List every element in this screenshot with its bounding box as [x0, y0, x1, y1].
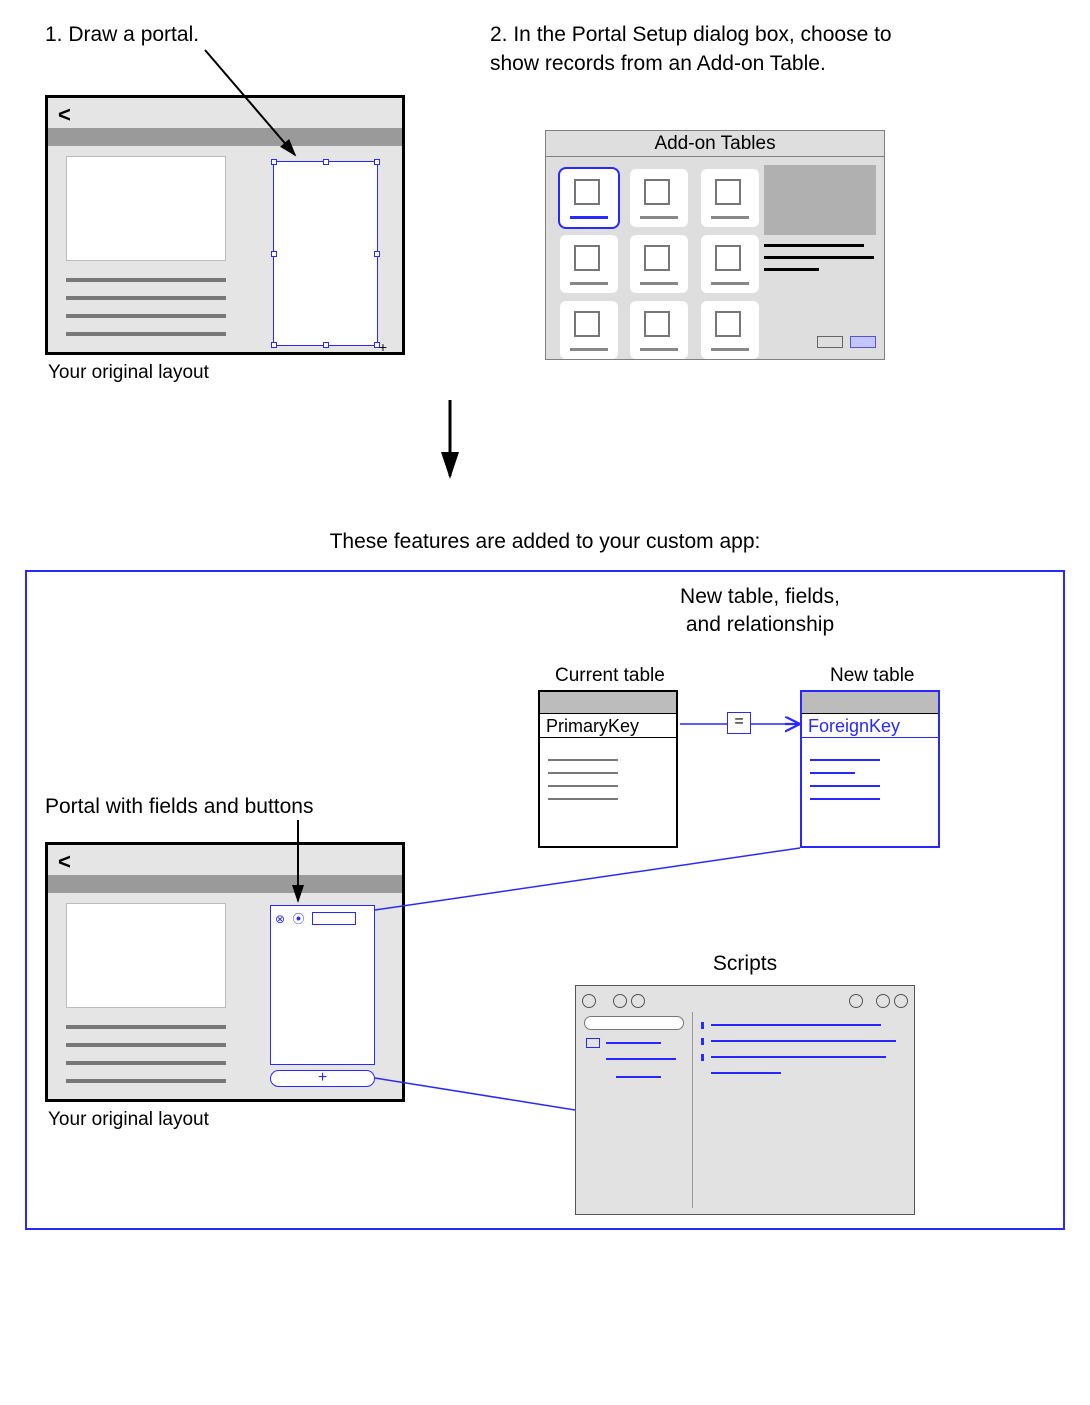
addon-side-panel — [764, 165, 876, 355]
desc-line — [764, 256, 874, 259]
desc-line — [764, 268, 819, 271]
field-line — [548, 759, 618, 761]
scripts-label: Scripts — [575, 952, 915, 976]
field-line — [810, 798, 880, 800]
text-line — [66, 314, 226, 318]
foreign-key-field: ForeignKey — [802, 714, 938, 738]
table-header — [802, 692, 938, 714]
addon-grid — [556, 165, 763, 363]
script-item — [616, 1076, 661, 1078]
current-table: PrimaryKey — [538, 690, 678, 848]
portal-field — [312, 912, 356, 925]
layout2-caption: Your original layout — [48, 1109, 209, 1131]
script-step — [711, 1024, 881, 1026]
portal-row: ⊗ ⦿ — [275, 910, 370, 926]
add-script-icon[interactable] — [582, 994, 596, 1008]
addon-table-option[interactable] — [560, 301, 618, 359]
scripts-search[interactable] — [584, 1016, 684, 1030]
new-table: ForeignKey — [800, 690, 940, 848]
scripts-window — [575, 985, 915, 1215]
addon-dialog-title: Add-on Tables — [546, 131, 884, 157]
step-bullet — [701, 1054, 704, 1061]
text-line — [66, 332, 226, 336]
scripts-toolbar — [582, 992, 908, 1010]
diagram-canvas: 1. Draw a portal. 2. In the Portal Setup… — [20, 20, 1070, 1385]
new-table-label: New table — [830, 665, 915, 687]
view-icon[interactable] — [894, 994, 908, 1008]
resize-handle — [271, 342, 277, 348]
field-line — [548, 798, 618, 800]
field-line — [548, 772, 618, 774]
step2-text: 2. In the Portal Setup dialog box, choos… — [490, 20, 910, 79]
result-heading: These features are added to your custom … — [20, 530, 1070, 554]
resize-handle — [271, 159, 277, 165]
layout1-caption: Your original layout — [48, 362, 209, 384]
script-item — [606, 1042, 661, 1044]
addon-table-option[interactable] — [701, 235, 759, 293]
resize-handle — [271, 251, 277, 257]
portal-with-fields: ⊗ ⦿ — [270, 905, 375, 1065]
step-bullet — [701, 1022, 704, 1029]
table-header — [540, 692, 676, 714]
play-icon[interactable] — [613, 994, 627, 1008]
tables-label-line1: New table, fields, — [620, 585, 900, 609]
settings-icon[interactable] — [631, 994, 645, 1008]
step-bullet — [701, 1038, 704, 1045]
resize-handle — [374, 159, 380, 165]
field-line — [810, 772, 855, 774]
resize-handle — [374, 251, 380, 257]
text-line — [66, 296, 226, 300]
current-table-label: Current table — [555, 665, 665, 687]
primary-key-field: PrimaryKey — [540, 714, 676, 738]
text-line — [66, 1025, 226, 1029]
script-item — [606, 1058, 676, 1060]
portal-label: Portal with fields and buttons — [45, 795, 314, 819]
addon-table-option[interactable] — [630, 169, 688, 227]
tables-label-line2: and relationship — [620, 613, 900, 637]
script-step — [711, 1040, 896, 1042]
relationship-operator: = — [727, 712, 751, 734]
dialog-buttons — [814, 335, 876, 353]
addon-table-option[interactable] — [701, 301, 759, 359]
image-placeholder — [66, 903, 226, 1008]
text-line — [66, 1061, 226, 1065]
header-bar — [48, 128, 402, 146]
resize-handle — [323, 159, 329, 165]
folder-icon — [586, 1038, 600, 1048]
cancel-button[interactable] — [817, 336, 843, 348]
back-icon: < — [58, 102, 71, 128]
field-line — [810, 759, 880, 761]
delete-icon: ⊗ — [275, 912, 285, 926]
addon-table-option[interactable] — [630, 301, 688, 359]
attachment-icon: ⦿ — [293, 910, 305, 927]
text-line — [66, 1079, 226, 1083]
addon-preview — [764, 165, 876, 235]
text-line — [66, 1043, 226, 1047]
step1-text: 1. Draw a portal. — [45, 20, 405, 49]
header-bar — [48, 875, 402, 893]
resize-handle — [323, 342, 329, 348]
addon-table-option[interactable] — [560, 235, 618, 293]
addon-table-option[interactable] — [701, 169, 759, 227]
pane-divider — [692, 1012, 693, 1208]
stop-icon[interactable] — [849, 994, 863, 1008]
view-icon[interactable] — [876, 994, 890, 1008]
add-record-button[interactable]: + — [270, 1070, 375, 1087]
addon-tables-dialog: Add-on Tables — [545, 130, 885, 360]
script-step — [711, 1072, 781, 1074]
text-line — [66, 278, 226, 282]
desc-line — [764, 244, 864, 247]
original-layout-1: < + — [45, 95, 405, 355]
addon-table-option[interactable] — [630, 235, 688, 293]
ok-button[interactable] — [850, 336, 876, 348]
addon-table-option[interactable] — [560, 169, 618, 227]
script-step — [711, 1056, 886, 1058]
image-placeholder — [66, 156, 226, 261]
back-icon: < — [58, 849, 71, 875]
field-line — [548, 785, 618, 787]
portal-selection: + — [273, 161, 378, 346]
field-line — [810, 785, 880, 787]
crosshair-icon: + — [379, 339, 387, 355]
